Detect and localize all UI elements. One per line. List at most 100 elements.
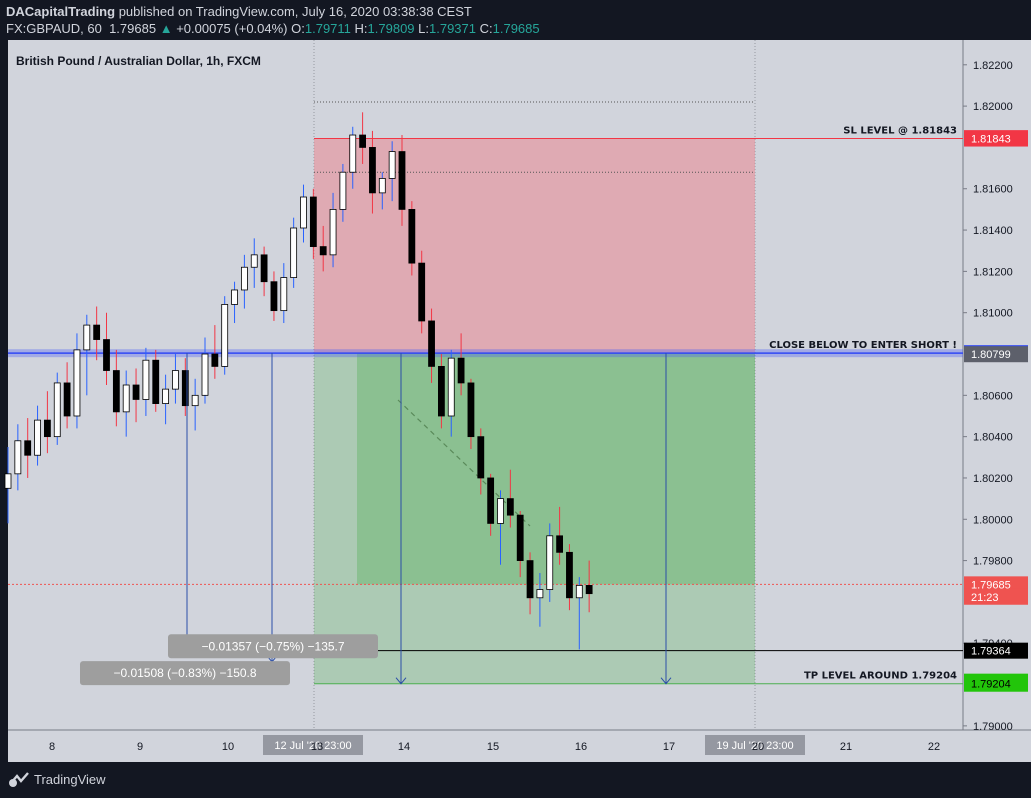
symbol-line: FX:GBPAUD, 60 1.79685 ▲ +0.00075 (+0.04%… <box>6 21 540 36</box>
sl-level-label: SL LEVEL @ 1.81843 <box>843 126 957 137</box>
candle-body <box>319 246 327 256</box>
candle-body <box>231 289 238 305</box>
time-scale <box>8 730 1031 762</box>
price-change: +0.00075 (+0.04%) <box>176 21 288 36</box>
x-date-badge-label: 12 Jul '20 23:00 <box>274 740 351 752</box>
close-label: C: <box>479 21 493 36</box>
y-tick-label: 1.80400 <box>973 432 1013 444</box>
y-tick-label: 1.82200 <box>973 60 1013 72</box>
candle-body <box>329 209 337 256</box>
candle-body <box>546 535 554 590</box>
candle-body <box>14 440 22 475</box>
x-tick-label: 13 <box>311 741 323 753</box>
candle-body <box>73 349 81 417</box>
low-label: L: <box>418 21 429 36</box>
price-badge-label: 1.81843 <box>971 134 1011 146</box>
y-tick-label: 1.81000 <box>973 308 1013 320</box>
candle-body <box>152 359 160 404</box>
candle-body <box>300 196 307 229</box>
trend-line <box>397 399 531 527</box>
x-tick-label: 16 <box>575 741 587 753</box>
candle-body <box>260 254 268 283</box>
candle-body <box>487 477 495 524</box>
measure-label-box <box>168 634 378 659</box>
x-date-badge <box>705 735 805 755</box>
candle-body <box>221 304 229 367</box>
x-tick-label: 8 <box>49 741 55 753</box>
x-tick-label: 17 <box>663 741 675 753</box>
price-badge-label: 1.79685 <box>971 579 1011 591</box>
x-date-badge <box>263 735 363 755</box>
publisher-name[interactable]: DACapitalTrading <box>6 4 116 19</box>
price-badge <box>964 642 1028 659</box>
price-badge-label: 1.80799 <box>971 349 1011 361</box>
candle-body <box>191 394 199 407</box>
candle-body <box>122 384 130 413</box>
candle-body <box>566 551 573 599</box>
candle-body <box>44 419 51 438</box>
measure-label-box <box>80 661 290 686</box>
last-price: 1.79685 <box>109 21 157 36</box>
candle-body <box>556 535 563 553</box>
take-profit-zone <box>314 353 755 684</box>
candle-body <box>418 262 426 322</box>
entry-level-label: CLOSE BELOW TO ENTER SHORT ! <box>769 340 957 351</box>
published-text: published on TradingView.com, July 16, 2… <box>115 4 472 19</box>
symbol-label: FX:GBPAUD, 60 <box>6 21 102 36</box>
x-tick-label: 22 <box>928 741 940 753</box>
candle-body <box>172 370 179 390</box>
y-tick-label: 1.81400 <box>973 225 1013 237</box>
high-value: 1.79809 <box>367 21 415 36</box>
candle-body <box>408 209 416 264</box>
candle-body <box>240 266 248 291</box>
y-tick-label: 1.80200 <box>973 473 1013 485</box>
candle-body <box>437 366 445 417</box>
x-tick-label: 9 <box>137 741 143 753</box>
candle-body <box>162 388 170 404</box>
candle-body <box>516 514 524 561</box>
y-tick-label: 1.81200 <box>973 266 1013 278</box>
publish-header: DACapitalTrading published on TradingVie… <box>0 0 1031 40</box>
candle-body <box>309 196 317 247</box>
publish-line: DACapitalTrading published on TradingVie… <box>6 4 472 19</box>
measure-label: −0.01357 (−0.75%) −135.7 <box>201 639 344 653</box>
candle-body <box>103 339 110 371</box>
arrow-down-icon <box>660 677 672 685</box>
candle-body <box>477 436 485 479</box>
candle-body <box>112 370 120 413</box>
candle-body <box>575 584 583 599</box>
x-tick-label: 20 <box>752 741 764 753</box>
price-badge <box>964 675 1028 692</box>
x-tick-label: 15 <box>487 741 499 753</box>
open-label: O: <box>291 21 305 36</box>
candle-body <box>349 134 357 173</box>
arrow-down-icon <box>395 677 407 685</box>
candle-body <box>211 353 219 367</box>
footer-bar: TradingView <box>0 762 1031 798</box>
price-scale <box>963 40 1031 730</box>
candle-body <box>53 382 61 438</box>
x-tick-label: 21 <box>840 741 852 753</box>
price-badge-label: 21:23 <box>971 592 999 604</box>
candle-body <box>93 324 101 340</box>
low-value: 1.79371 <box>429 21 476 36</box>
chart-canvas[interactable]: −0.01357 (−0.75%) −135.7 −0.01508 (−0.83%… <box>0 0 1031 762</box>
candle-body <box>83 324 91 351</box>
candle-body <box>201 353 209 396</box>
candle-body <box>447 357 455 417</box>
realized-profit-zone <box>357 353 755 585</box>
candle-body <box>142 359 150 400</box>
stop-loss-zone <box>314 138 755 354</box>
price-badge <box>964 346 1028 363</box>
high-label: H: <box>354 21 368 36</box>
chart-title: British Pound / Australian Dollar, 1h, F… <box>16 54 261 68</box>
candle-body <box>290 227 298 278</box>
candle-body <box>250 254 258 268</box>
candle-body <box>369 147 376 194</box>
tradingview-brand[interactable]: TradingView <box>34 772 106 787</box>
close-value: 1.79685 <box>492 21 540 36</box>
candle-body <box>359 134 367 148</box>
candle-body <box>467 382 475 438</box>
candle-body <box>585 584 593 595</box>
candle-body <box>497 498 504 524</box>
